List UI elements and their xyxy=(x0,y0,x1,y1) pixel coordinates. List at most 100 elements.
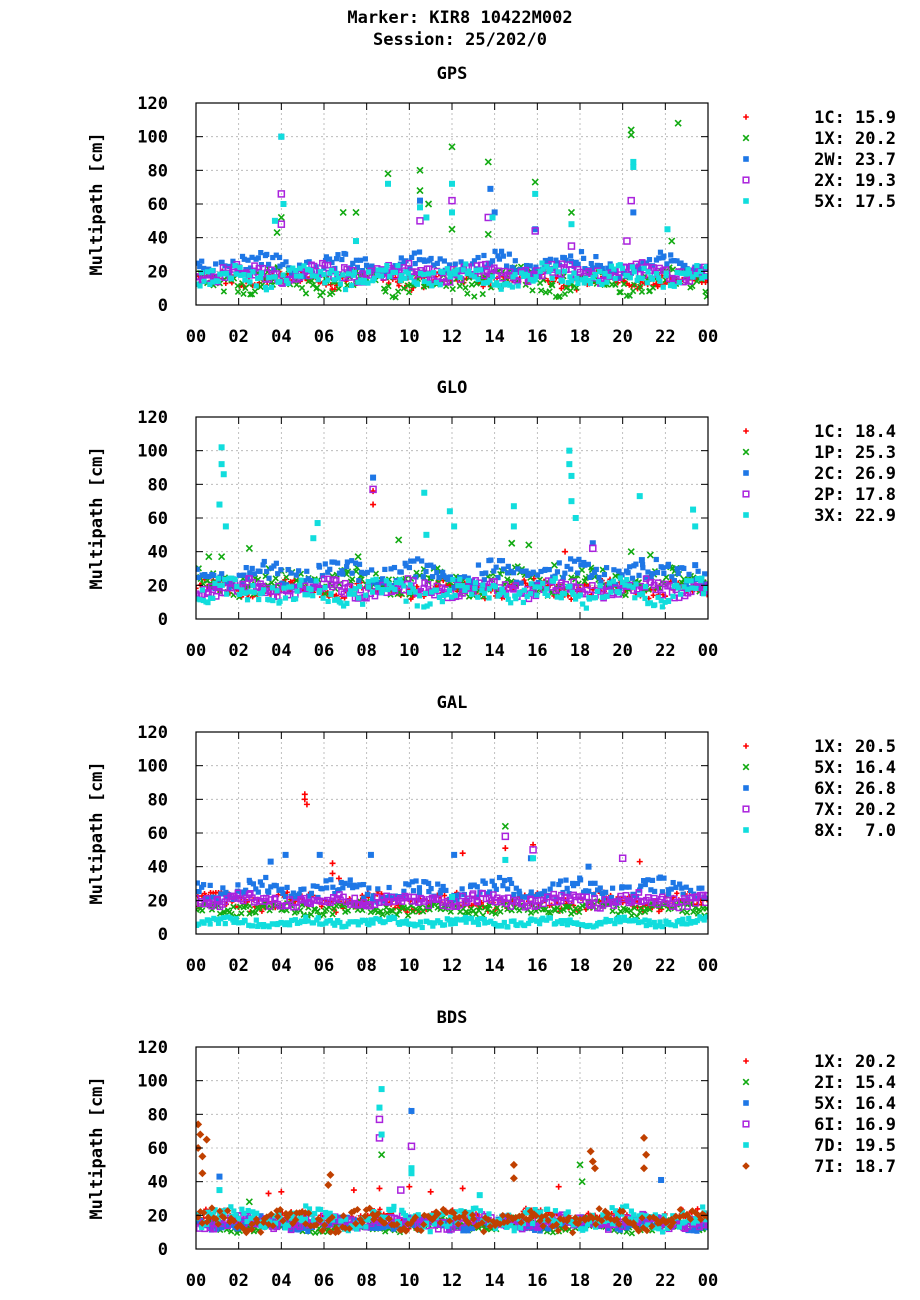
data-point xyxy=(412,589,418,595)
data-point xyxy=(703,264,708,270)
data-point-outlier xyxy=(630,163,637,170)
data-point-outlier xyxy=(408,1170,415,1177)
data-point xyxy=(234,889,242,897)
data-point xyxy=(658,598,664,604)
data-point xyxy=(446,1217,454,1225)
legend-label: 8X: 7.0 xyxy=(814,821,896,841)
data-point xyxy=(266,889,272,895)
data-point-outlier xyxy=(303,801,310,808)
data-point xyxy=(459,583,466,589)
data-point xyxy=(640,878,647,884)
legend-item-1p: 1P: 25.3 xyxy=(742,443,896,463)
data-point xyxy=(268,884,274,890)
data-point xyxy=(622,582,628,588)
data-point xyxy=(635,889,643,896)
data-point xyxy=(374,1209,382,1218)
y-tick-label: 80 xyxy=(148,790,168,810)
x-tick-label: 14 xyxy=(484,641,504,661)
data-point xyxy=(609,907,616,915)
data-point xyxy=(271,921,277,927)
data-point xyxy=(280,890,286,896)
data-point xyxy=(234,282,241,290)
data-point xyxy=(277,1215,283,1221)
data-point xyxy=(700,1221,708,1229)
data-point xyxy=(641,265,647,271)
data-point xyxy=(369,589,376,595)
data-point xyxy=(415,556,421,562)
legend-label: 1C: 18.4 xyxy=(814,422,896,442)
data-point-outlier xyxy=(370,501,377,508)
data-point xyxy=(320,911,327,918)
data-point xyxy=(314,907,321,915)
data-point xyxy=(347,901,354,908)
data-point xyxy=(636,572,642,578)
data-point-outlier xyxy=(531,227,539,235)
data-point xyxy=(514,898,522,906)
data-point xyxy=(391,564,398,571)
data-point xyxy=(450,917,456,923)
data-point xyxy=(241,572,247,578)
data-point xyxy=(373,916,379,922)
data-point-outlier xyxy=(487,185,494,192)
data-point xyxy=(498,248,505,254)
data-point xyxy=(513,885,519,891)
data-point xyxy=(468,915,475,921)
data-point xyxy=(366,1204,374,1212)
data-point xyxy=(196,921,202,927)
data-point xyxy=(214,1220,222,1228)
data-point xyxy=(570,578,577,586)
data-point xyxy=(289,271,295,277)
data-point xyxy=(257,879,264,885)
data-point xyxy=(281,585,287,591)
data-point xyxy=(654,569,661,576)
data-point xyxy=(385,586,391,593)
data-point xyxy=(296,891,302,897)
data-point xyxy=(521,587,527,593)
data-point xyxy=(249,565,255,572)
data-point xyxy=(242,277,248,283)
data-point xyxy=(429,283,435,289)
data-point xyxy=(489,258,496,264)
data-point xyxy=(369,567,375,573)
data-point xyxy=(359,917,365,923)
data-point xyxy=(583,893,590,901)
data-point xyxy=(282,1225,289,1231)
data-point xyxy=(313,273,320,279)
y-tick-label: 60 xyxy=(148,195,168,215)
y-tick-label: 40 xyxy=(148,543,168,563)
data-point xyxy=(657,278,663,284)
data-point-outlier xyxy=(245,544,253,552)
x-tick-label: 00 xyxy=(698,327,718,347)
data-point xyxy=(337,281,343,287)
data-point-outlier xyxy=(367,851,374,858)
data-point xyxy=(500,883,506,889)
data-point xyxy=(251,589,257,595)
data-point xyxy=(221,1208,227,1214)
data-point xyxy=(393,1220,401,1229)
data-point xyxy=(437,282,443,288)
data-point xyxy=(643,922,649,929)
data-point-outlier xyxy=(218,553,226,561)
data-point xyxy=(558,285,564,292)
data-point xyxy=(409,1216,417,1224)
data-point xyxy=(198,1219,206,1227)
data-point xyxy=(540,580,546,586)
legend-marker xyxy=(743,428,749,434)
data-point xyxy=(592,880,598,886)
data-point xyxy=(433,279,439,286)
data-point xyxy=(567,583,573,589)
data-point xyxy=(435,881,441,887)
data-point xyxy=(260,922,267,928)
data-point xyxy=(438,887,444,893)
data-point xyxy=(504,1224,510,1230)
data-point xyxy=(678,579,685,586)
data-point xyxy=(334,1228,343,1236)
data-point xyxy=(250,923,256,929)
data-point xyxy=(469,1215,478,1223)
data-point xyxy=(240,1226,249,1234)
data-point xyxy=(266,575,272,581)
data-point xyxy=(319,886,325,892)
data-point xyxy=(558,595,564,601)
x-tick-label: 12 xyxy=(442,956,462,976)
data-point xyxy=(559,920,565,927)
